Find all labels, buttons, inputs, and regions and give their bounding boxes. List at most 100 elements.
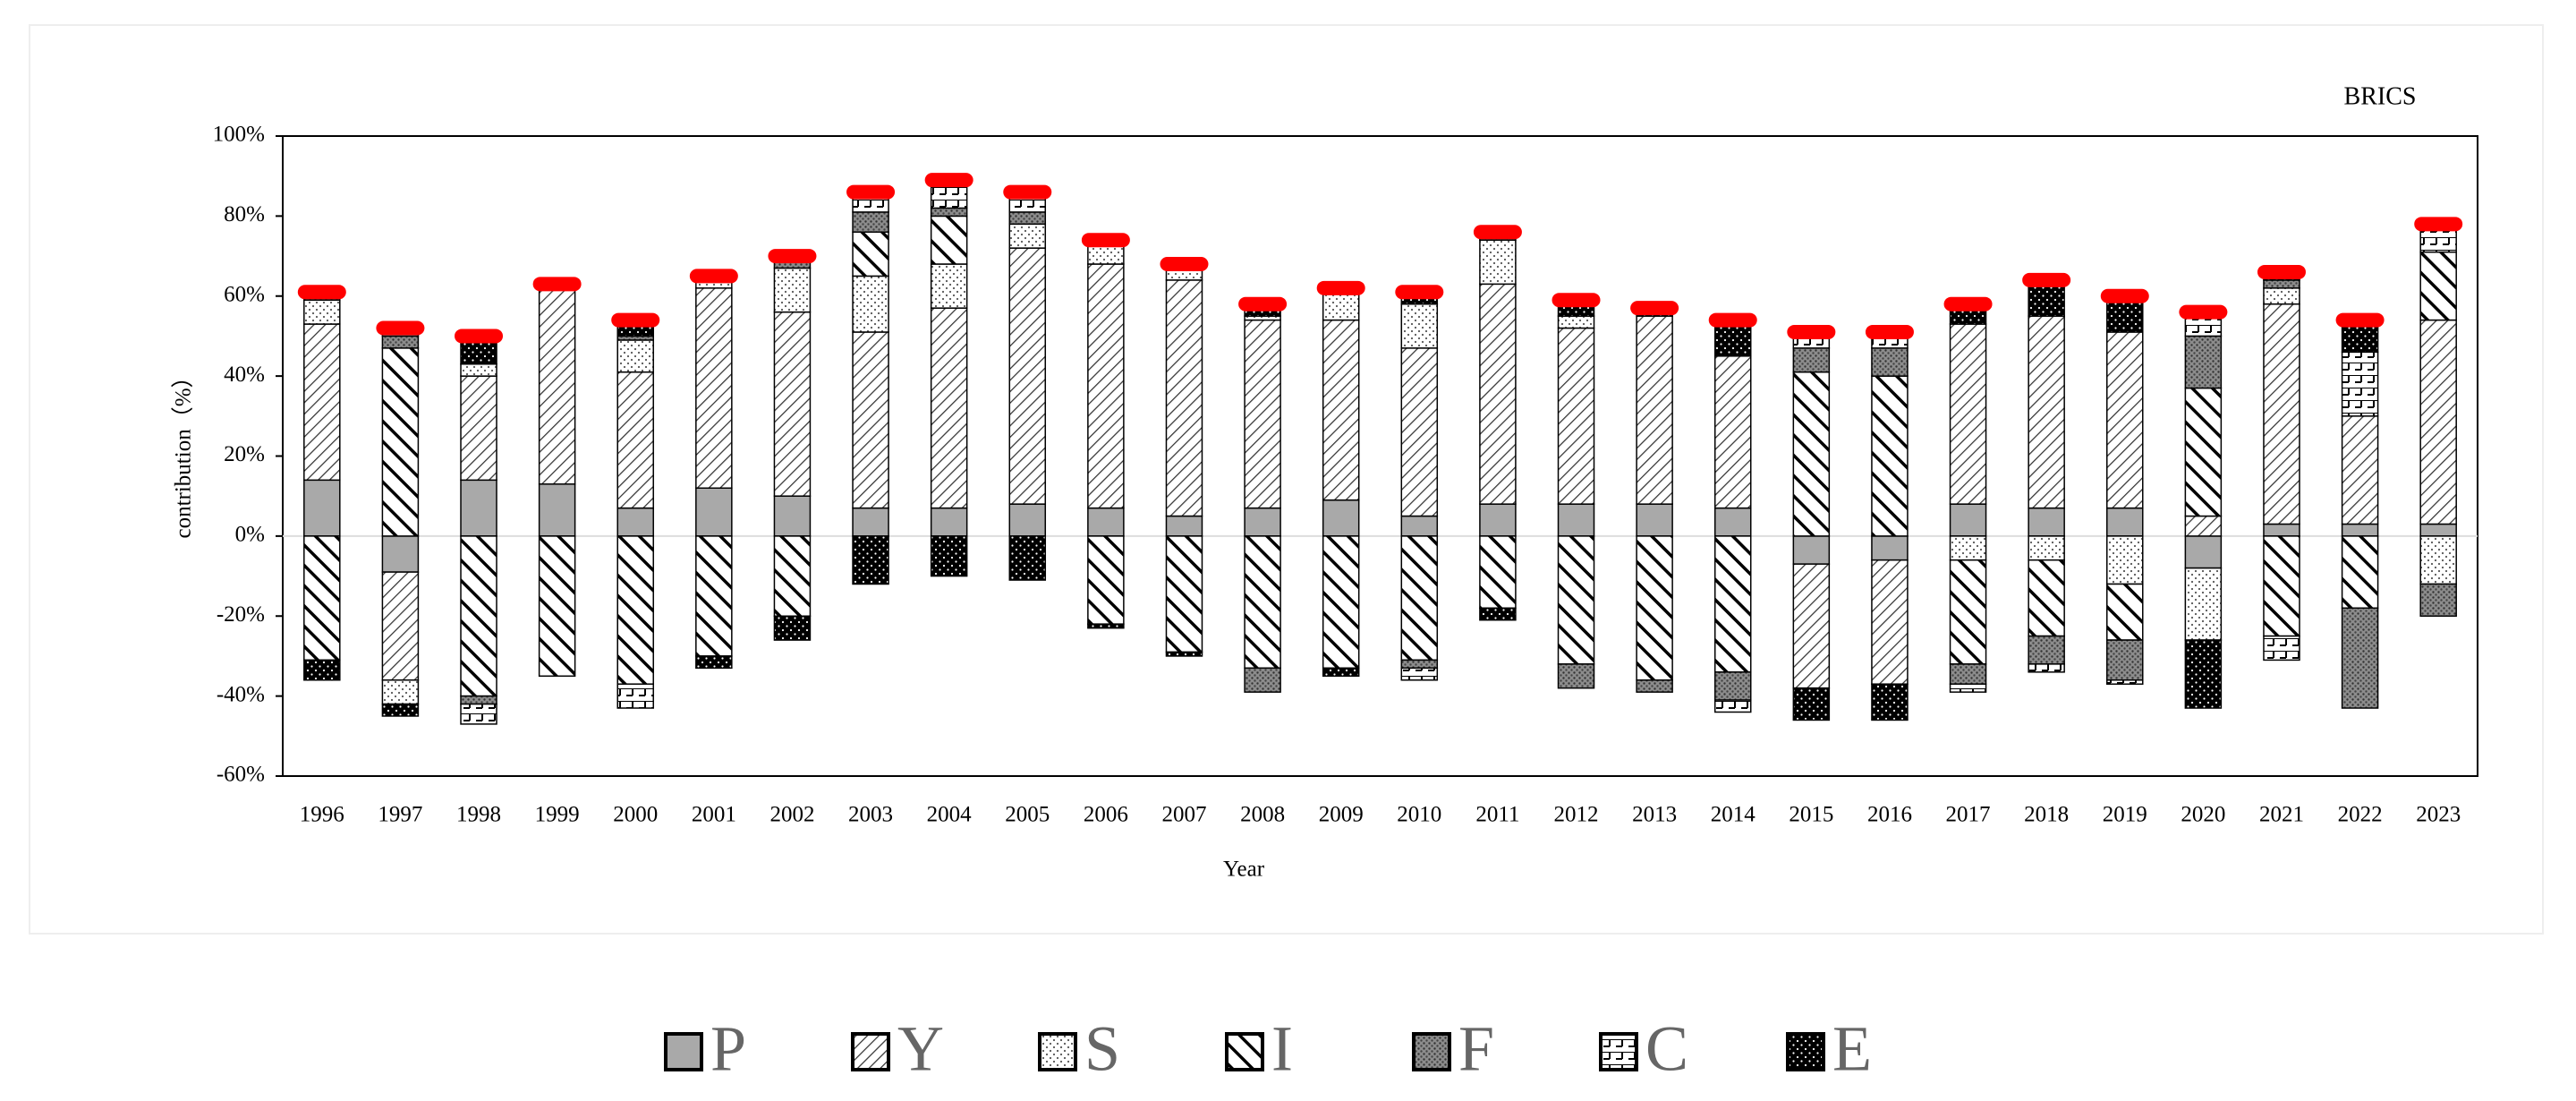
- y-tick-label: 20%: [224, 442, 265, 466]
- y-tick-label: 40%: [224, 363, 265, 387]
- bar-segment: [1479, 283, 1517, 505]
- total-marker: [768, 249, 817, 264]
- bar-segment: [1557, 327, 1595, 505]
- bar-segment: [303, 299, 341, 325]
- bar-segment: [2028, 635, 2065, 665]
- legend-swatch: [1038, 1032, 1077, 1071]
- bar-segment: [852, 275, 889, 333]
- total-marker: [1865, 324, 1914, 339]
- bar-segment: [2419, 583, 2457, 617]
- bar-segment: [1949, 683, 1987, 693]
- bar-segment: [2341, 415, 2379, 525]
- legend-swatch: [1599, 1032, 1638, 1071]
- bar-segment: [616, 371, 654, 509]
- x-tick-label: 2023: [2416, 803, 2461, 827]
- bar-segment: [1557, 663, 1595, 689]
- x-tick-label: 1997: [378, 803, 422, 827]
- bar-segment: [1479, 607, 1517, 621]
- bar-segment: [2028, 535, 2065, 561]
- bar-segment: [1322, 499, 1360, 537]
- bar-segment: [1400, 535, 1439, 661]
- bar-segment: [303, 323, 341, 482]
- bar-segment: [1087, 263, 1125, 509]
- bar-segment: [1165, 535, 1203, 653]
- bar-segment: [616, 535, 654, 685]
- legend-label: S: [1084, 1013, 1120, 1085]
- bar-segment: [695, 655, 733, 670]
- bar-segment: [1557, 503, 1595, 537]
- bar-segment: [1244, 507, 1281, 537]
- bar-segment: [695, 487, 733, 537]
- bar-segment: [381, 335, 420, 349]
- bar-segment: [1792, 687, 1831, 721]
- bar-segment: [1165, 651, 1203, 657]
- bar-segment: [381, 571, 420, 681]
- bar-segment: [381, 679, 420, 705]
- x-tick-label: 2016: [1867, 803, 1912, 827]
- y-tick-label: 60%: [224, 282, 265, 306]
- bar-segment: [1479, 239, 1517, 286]
- x-tick-label: 2000: [613, 803, 658, 827]
- total-marker: [1708, 312, 1757, 328]
- bar-segment: [695, 287, 733, 489]
- bar-segment: [2419, 319, 2457, 525]
- bar-segment: [2419, 523, 2457, 537]
- bar-segment: [930, 207, 968, 218]
- bar-segment: [2028, 507, 2065, 537]
- legend-label: E: [1832, 1013, 1872, 1085]
- total-marker: [376, 320, 425, 336]
- y-tick-label: -40%: [217, 682, 265, 706]
- total-marker: [2100, 288, 2149, 303]
- bar-segment: [1792, 563, 1831, 689]
- x-tick-label: 2022: [2338, 803, 2383, 827]
- x-tick-label: 2018: [2024, 803, 2069, 827]
- legend-label: Y: [897, 1013, 944, 1085]
- bar-segment: [460, 363, 497, 377]
- bar-segment: [2028, 663, 2065, 673]
- bar-segment: [1949, 663, 1987, 685]
- bar-segment: [460, 703, 497, 725]
- bar-segment: [2106, 679, 2144, 685]
- bar-segment: [1087, 623, 1125, 629]
- bar-segment: [852, 507, 889, 537]
- bar-segment: [930, 307, 968, 509]
- x-tick-label: 2010: [1397, 803, 1441, 827]
- bar-segment: [2028, 559, 2065, 637]
- bar-segment: [1713, 507, 1752, 537]
- total-marker: [924, 173, 973, 188]
- total-marker: [846, 184, 896, 200]
- x-tick-label: 2011: [1475, 803, 1519, 827]
- x-axis-label: Year: [1223, 858, 1265, 882]
- legend-label: I: [1271, 1013, 1293, 1085]
- bar-segment: [1949, 559, 1987, 665]
- bar-segment: [616, 339, 654, 373]
- total-marker: [1630, 301, 1679, 316]
- bar-segment: [2419, 251, 2457, 321]
- bar-segment: [2184, 535, 2223, 569]
- bar-segment: [1949, 323, 1987, 505]
- bar-segment: [381, 535, 420, 573]
- bar-segment: [1636, 503, 1673, 537]
- bar-segment: [1713, 535, 1752, 673]
- bar-segment: [1008, 535, 1047, 581]
- bar-segment: [2341, 523, 2379, 537]
- y-tick-label: 0%: [235, 523, 265, 547]
- bar-segment: [773, 495, 812, 537]
- bar-segment: [1087, 535, 1125, 625]
- x-tick-label: 2002: [769, 803, 814, 827]
- x-tick-label: 2008: [1240, 803, 1285, 827]
- bar-segment: [303, 659, 341, 681]
- bar-segment: [852, 211, 889, 233]
- total-marker: [1316, 280, 1365, 295]
- x-tick-label: 2007: [1161, 803, 1206, 827]
- bar-segment: [1400, 303, 1439, 349]
- bar-segment: [1400, 667, 1439, 681]
- total-marker: [1787, 324, 1836, 339]
- bar-segment: [2028, 315, 2065, 509]
- bar-segment: [616, 683, 654, 709]
- bar-segment: [1244, 319, 1281, 509]
- bars: 1996 1997 1998 1999 2000 2001 2002 2003 2004 2005…: [297, 173, 2463, 827]
- bar-segment: [381, 703, 420, 717]
- x-tick-label: 2013: [1632, 803, 1677, 827]
- chart-frame: [29, 24, 2544, 935]
